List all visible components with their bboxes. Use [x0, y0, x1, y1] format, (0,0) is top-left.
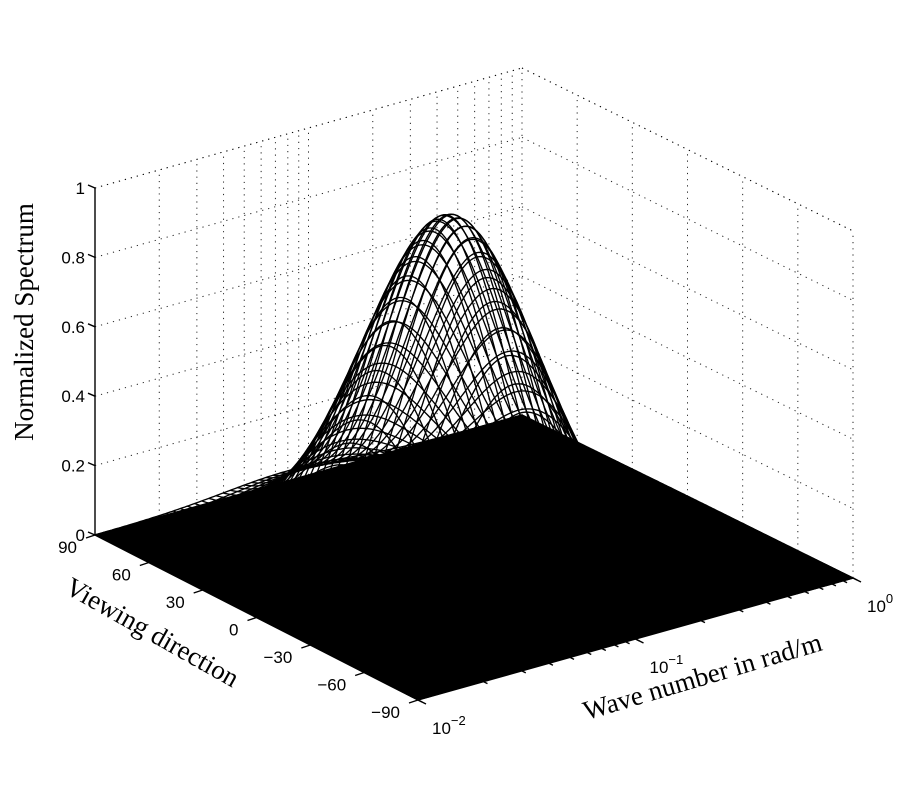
y-tick-label: 90	[58, 538, 77, 557]
x-axis-ticks: 10−2 10−1 100	[417, 577, 893, 738]
z-tick-label: 0.4	[61, 387, 85, 406]
surface-mesh	[94, 213, 854, 701]
z-tick-label: 1	[76, 179, 85, 198]
y-tick-label: 30	[166, 593, 185, 612]
x-tick-label: 100	[867, 591, 893, 616]
z-tick-label: 0.2	[61, 457, 85, 476]
z-tick-label: 0.8	[61, 248, 85, 267]
z-axis-label: Normalized Spectrum	[9, 203, 39, 441]
y-axis-ticks: 90 60 30 0 −30 −60 −90	[58, 534, 419, 722]
z-tick-label: 0.6	[61, 318, 85, 337]
y-tick-label: 0	[229, 621, 238, 640]
y-tick-label: −60	[317, 676, 346, 695]
y-tick-label: 60	[112, 566, 131, 585]
x-tick-label: 10−2	[432, 713, 466, 738]
z-axis-ticks: 0 0.2 0.4 0.6 0.8 1	[61, 179, 96, 545]
z-tick-label: 0	[76, 526, 85, 545]
y-tick-label: −30	[263, 648, 292, 667]
x-tick-label: 10−1	[650, 652, 684, 677]
y-tick-label: −90	[371, 703, 400, 722]
